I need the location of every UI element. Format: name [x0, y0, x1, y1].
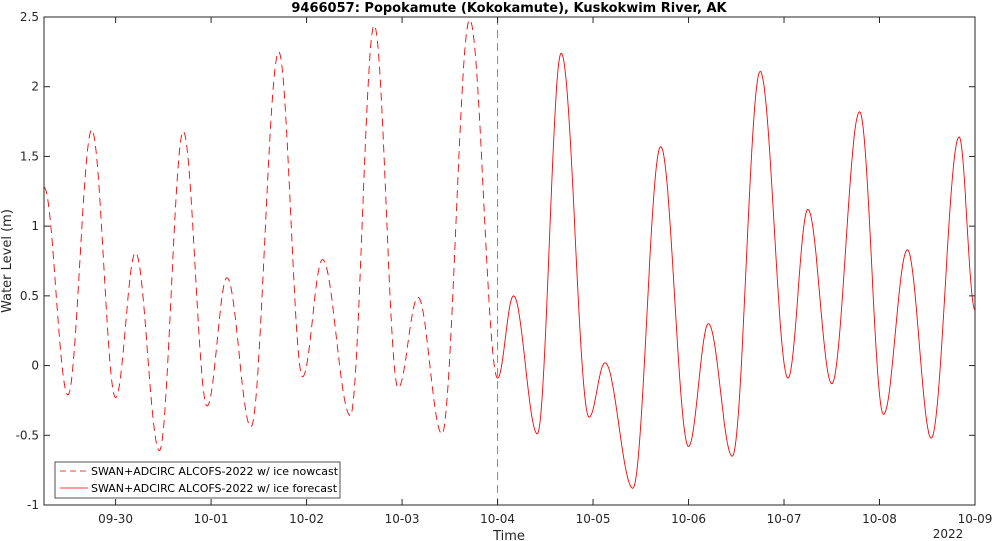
x-tick-label: 10-07 — [767, 512, 802, 526]
axes: -1 -0.5 0 0.5 1 1.5 2 2.5 09-30 10-01 10-02 10-03 10… — [16, 10, 992, 526]
x-tick-label: 10-05 — [576, 512, 611, 526]
plot-lines — [43, 17, 976, 505]
y-tick-label: -0.5 — [16, 428, 39, 442]
nowcast-series-line — [43, 19, 498, 452]
chart-title: 9466057: Popokamute (Kokokamute), Kuskok… — [291, 1, 727, 16]
x-axis-label: Time — [492, 529, 525, 541]
y-tick-label: 2 — [31, 80, 39, 94]
x-tick-label: 10-03 — [385, 512, 420, 526]
legend-label-nowcast: SWAN+ADCIRC ALCOFS-2022 w/ ice nowcast — [91, 465, 339, 478]
y-tick-label: 0.5 — [20, 289, 39, 303]
x-tick-label: 10-04 — [480, 512, 515, 526]
y-tick-label: -1 — [27, 498, 39, 512]
x-tick-label: 10-08 — [862, 512, 897, 526]
x-tick-label: 10-06 — [671, 512, 706, 526]
x-tick-label: 09-30 — [98, 512, 133, 526]
legend-box — [54, 461, 341, 499]
forecast-series-line — [497, 52, 976, 489]
x-tick-label: 10-09 — [958, 512, 992, 526]
x-year-label: 2022 — [933, 527, 964, 541]
y-tick-label: 1.5 — [20, 149, 39, 163]
legend: SWAN+ADCIRC ALCOFS-2022 w/ ice nowcast S… — [54, 461, 341, 499]
plot-area-frame — [43, 16, 976, 506]
x-tick-label: 10-01 — [194, 512, 229, 526]
y-tick-label: 0 — [31, 359, 39, 373]
legend-label-forecast: SWAN+ADCIRC ALCOFS-2022 w/ ice forecast — [91, 482, 338, 495]
y-tick-label: 1 — [31, 219, 39, 233]
x-tick-label: 10-02 — [289, 512, 324, 526]
y-axis-label: Water Level (m) — [0, 209, 15, 313]
y-tick-label: 2.5 — [20, 10, 39, 24]
